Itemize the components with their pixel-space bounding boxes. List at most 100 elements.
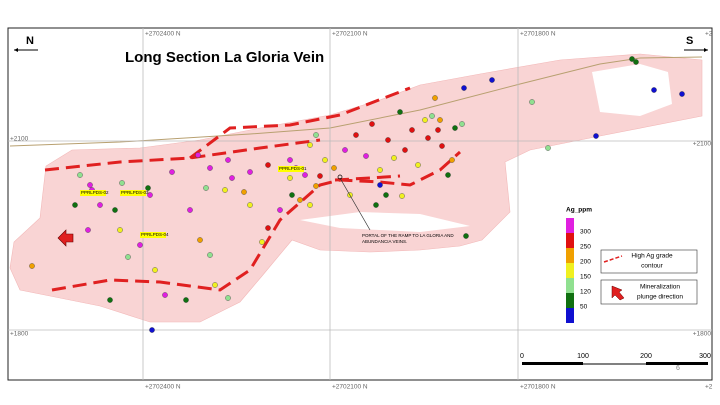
sample — [229, 175, 235, 181]
hole-label: PPRLPDS-01 — [279, 166, 307, 171]
legend-swatch — [611, 285, 625, 301]
sample — [377, 182, 383, 188]
sample — [397, 109, 403, 115]
sample — [297, 197, 303, 203]
sample — [147, 192, 153, 198]
portal-note: PORTAL OF THE RAMP TO LA GLORIA AND — [362, 233, 454, 238]
sample — [247, 202, 253, 208]
sample — [259, 239, 265, 245]
sample — [137, 242, 143, 248]
arrow — [704, 48, 708, 52]
sample — [363, 153, 369, 159]
sample — [402, 147, 408, 153]
grid-label: +2701800 N — [520, 31, 556, 38]
sample — [383, 192, 389, 198]
sample — [169, 169, 175, 175]
hole-label: PPRLPDS-02 — [81, 190, 109, 195]
sample — [117, 227, 123, 233]
sample — [593, 133, 599, 139]
sample — [197, 237, 203, 243]
sample — [439, 143, 445, 149]
legend-value: 200 — [580, 259, 591, 266]
void — [300, 212, 470, 232]
sample — [112, 207, 118, 213]
arrow — [14, 48, 18, 52]
legend-value: 50 — [580, 304, 588, 311]
sample — [529, 99, 535, 105]
grid-label: +2702400 N — [145, 31, 181, 38]
legend-title: Ag_ppm — [566, 207, 592, 214]
sample — [152, 267, 158, 273]
sample — [633, 59, 639, 65]
legend-swatch — [566, 308, 574, 323]
sample — [409, 127, 415, 133]
sample — [317, 173, 323, 179]
scale-label: 300 — [699, 353, 711, 360]
hole-labels: PPRLPDS-02 PPRLPDS-03 PPRLPDS-04 PPRLPDS… — [80, 166, 307, 238]
sample — [207, 165, 213, 171]
sample — [207, 252, 213, 258]
grid-label: +2 — [705, 384, 713, 391]
sample — [287, 157, 293, 163]
legend-value: 250 — [580, 244, 591, 251]
legend-swatch — [566, 293, 574, 308]
sample — [313, 183, 319, 189]
legend-swatch — [566, 233, 574, 248]
scale-seg — [522, 362, 583, 365]
sample — [435, 127, 441, 133]
sample — [203, 185, 209, 191]
sample — [353, 132, 359, 138]
sample — [377, 167, 383, 173]
legend-text: High Ag grade — [631, 253, 673, 260]
sample — [265, 225, 271, 231]
sample — [629, 56, 635, 62]
sample — [429, 113, 435, 119]
grid-label: +2701800 N — [520, 384, 556, 391]
legend-swatch — [603, 255, 623, 263]
sample — [452, 125, 458, 131]
sample — [369, 121, 375, 127]
grid-label: +2702100 N — [332, 384, 368, 391]
sample — [415, 162, 421, 168]
elev-label: +2100 — [693, 141, 712, 148]
sample — [97, 202, 103, 208]
samples — [29, 56, 685, 333]
high-grade-contour — [44, 86, 462, 292]
portal — [337, 174, 343, 180]
sample — [195, 152, 201, 158]
page-number: 6 — [676, 365, 680, 372]
legend-text: plunge direction — [637, 294, 683, 301]
leader — [339, 177, 371, 231]
sample — [225, 295, 231, 301]
sample — [72, 202, 78, 208]
legend-swatch — [566, 248, 574, 263]
sample — [125, 254, 131, 260]
topography — [9, 56, 703, 147]
title: Long Section La Gloria Vein — [125, 49, 324, 66]
elev-label: +1800 — [693, 331, 712, 338]
sample — [489, 77, 495, 83]
legend-value: 150 — [580, 274, 591, 281]
north: N — [26, 35, 34, 47]
hole-label: PPRLPDS-04 — [141, 232, 169, 237]
legend-swatch — [566, 218, 574, 233]
sample — [87, 182, 93, 188]
south: S — [686, 35, 693, 47]
legend-text: contour — [641, 263, 664, 270]
sample — [399, 193, 405, 199]
sample — [307, 202, 313, 208]
sample — [651, 87, 657, 93]
sample — [463, 233, 469, 239]
sample — [289, 192, 295, 198]
sample — [445, 172, 451, 178]
scale-seg — [646, 362, 708, 365]
scale-label: 0 — [520, 353, 524, 360]
sample — [391, 155, 397, 161]
sample — [307, 142, 313, 148]
sample — [679, 91, 685, 97]
portal-note: ABUNDANCIA VEINS. — [362, 239, 407, 244]
elev-label: +2100 — [10, 136, 29, 143]
sample — [331, 165, 337, 171]
